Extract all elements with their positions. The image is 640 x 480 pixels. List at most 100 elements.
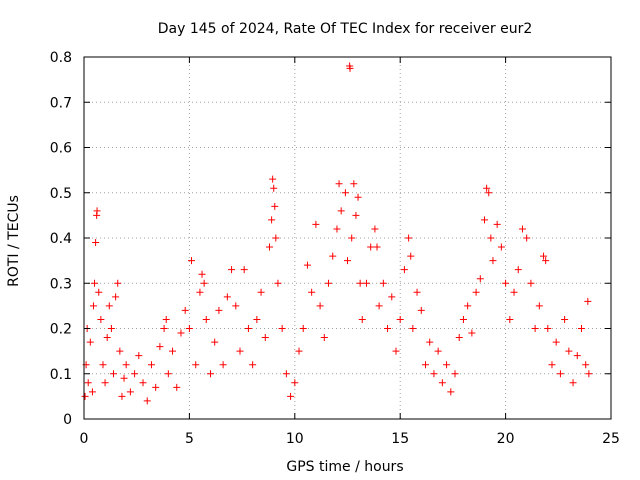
data-point	[518, 225, 526, 233]
data-point	[135, 352, 143, 360]
data-point	[308, 288, 316, 296]
data-point	[468, 329, 476, 337]
x-tick-label: 10	[286, 431, 304, 447]
data-point	[107, 325, 115, 332]
data-point	[585, 370, 593, 378]
data-point	[396, 315, 404, 323]
data-point	[371, 225, 379, 233]
data-point	[451, 370, 459, 378]
data-point	[577, 325, 585, 332]
data-point	[156, 343, 164, 351]
data-point	[485, 189, 493, 197]
data-point	[350, 180, 358, 188]
data-point	[407, 252, 415, 260]
y-tick-label: 0.8	[50, 50, 72, 66]
data-point	[139, 379, 147, 387]
data-point	[249, 361, 257, 369]
data-point	[291, 379, 299, 387]
data-point	[169, 347, 177, 355]
data-point	[147, 361, 155, 369]
data-point	[196, 288, 204, 296]
data-point	[535, 302, 543, 310]
data-point	[523, 234, 531, 242]
data-point	[160, 325, 168, 332]
data-point	[228, 266, 236, 274]
data-point	[232, 302, 240, 310]
data-point	[202, 315, 210, 323]
data-point	[464, 302, 472, 310]
x-tick-label: 5	[185, 431, 194, 447]
axis-ticks	[83, 56, 612, 420]
data-point	[325, 279, 333, 287]
data-point	[223, 293, 231, 301]
data-point	[95, 288, 103, 296]
data-point	[198, 270, 206, 278]
data-point	[346, 64, 354, 72]
data-point	[556, 370, 564, 378]
data-point	[333, 225, 341, 233]
data-point	[443, 361, 451, 369]
plot-frame	[83, 56, 612, 420]
data-point	[219, 361, 227, 369]
data-point	[131, 370, 139, 378]
data-point	[421, 361, 429, 369]
data-point	[192, 361, 200, 369]
data-point	[89, 302, 97, 310]
data-point	[274, 279, 282, 287]
data-point	[81, 392, 89, 400]
data-point	[375, 302, 383, 310]
data-point	[405, 234, 413, 242]
data-point	[101, 379, 109, 387]
data-point	[438, 379, 446, 387]
data-point	[114, 279, 122, 287]
data-point	[506, 315, 514, 323]
data-point	[215, 306, 223, 314]
y-tick-label: 0.6	[50, 141, 72, 157]
data-point	[341, 189, 349, 197]
data-point	[316, 302, 324, 310]
data-point	[244, 325, 252, 332]
data-point	[110, 370, 118, 378]
data-point	[177, 329, 185, 337]
data-point	[472, 288, 480, 296]
data-point	[426, 338, 434, 346]
data-point	[270, 184, 278, 192]
data-point	[112, 293, 120, 301]
data-point	[272, 234, 280, 242]
data-point	[335, 180, 343, 188]
data-point	[531, 325, 539, 332]
data-point	[181, 306, 189, 314]
data-point	[434, 347, 442, 355]
data-point	[510, 288, 518, 296]
data-point	[152, 383, 160, 391]
data-point	[266, 243, 274, 251]
data-point	[413, 288, 421, 296]
data-point	[367, 243, 375, 251]
data-point	[552, 338, 560, 346]
data-point	[312, 220, 320, 228]
y-tick-label: 0.2	[50, 322, 72, 338]
y-tick-label: 0.4	[50, 231, 72, 247]
data-point	[540, 252, 548, 260]
tick-labels: 0 5 10 15 20 25 0 0.1 0.2 0.3 0.4 0.5 0.6 0.7 0.8	[50, 50, 620, 447]
data-point	[476, 275, 484, 283]
data-point	[271, 202, 279, 210]
data-point	[92, 239, 100, 247]
data-point	[344, 257, 351, 265]
y-tick-label: 0.5	[50, 186, 72, 202]
data-point	[116, 347, 124, 355]
data-point	[497, 243, 505, 251]
data-point	[573, 352, 581, 360]
data-point	[348, 234, 356, 242]
y-tick-label: 0.1	[50, 367, 72, 383]
data-point	[278, 325, 286, 332]
data-point	[362, 279, 370, 287]
y-axis-title: ROTI / TECUs	[6, 195, 22, 287]
data-point	[459, 315, 467, 323]
data-point	[97, 315, 105, 323]
data-point	[103, 334, 111, 342]
y-tick-label: 0.7	[50, 95, 72, 111]
data-point	[118, 392, 126, 400]
data-point	[584, 297, 592, 305]
data-point	[206, 370, 214, 378]
